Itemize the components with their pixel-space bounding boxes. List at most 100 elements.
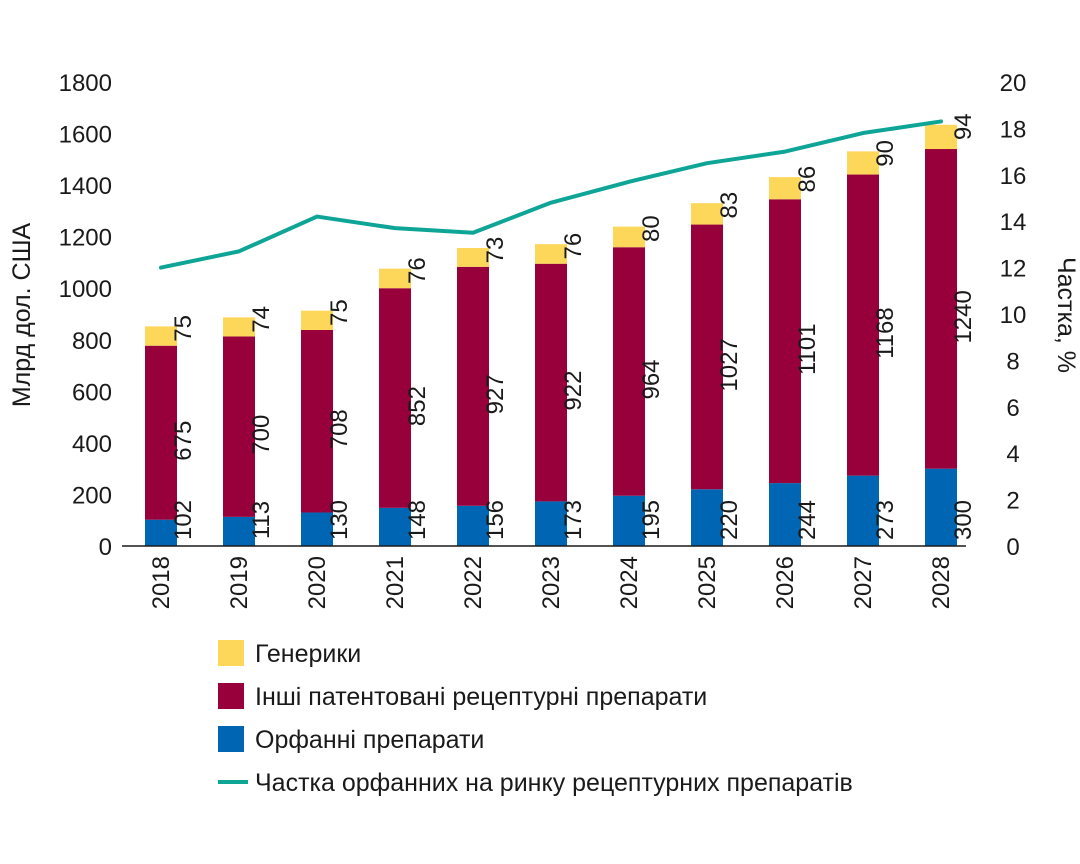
data-labels: 102 675 75 113 700 74 130 708 75 148 852 76 156 927 73…	[170, 113, 977, 540]
bar-generics	[379, 268, 411, 289]
data-label-other-patented: 1240	[950, 290, 977, 343]
data-label-orphan: 102	[170, 500, 197, 540]
bar-generics	[223, 317, 255, 337]
x-tick-label: 2023	[538, 556, 565, 609]
bar-other-patented	[379, 288, 411, 508]
y-axis-right-title: Частка, %	[1052, 257, 1080, 373]
bar-orphan	[691, 489, 723, 546]
data-label-generics: 83	[716, 192, 743, 219]
y-right-tick-label: 0	[1006, 534, 1019, 561]
y-right-tick-label: 10	[1000, 302, 1027, 329]
y-left-tick-label: 1600	[59, 122, 112, 149]
y-left-tick-label: 1000	[59, 276, 112, 303]
bar-orphan	[145, 519, 177, 546]
y-right-tick-label: 20	[1000, 70, 1027, 97]
bar-other-patented	[691, 224, 723, 490]
y-axis-left-ticks: 0 200 400 600 800 1000 1200 1400 1600 1800	[59, 70, 112, 561]
data-label-orphan: 300	[950, 500, 977, 540]
y-left-tick-label: 800	[72, 328, 112, 355]
data-label-other-patented: 700	[248, 415, 275, 455]
y-right-tick-label: 2	[1006, 488, 1019, 515]
legend-swatch-other-patented	[218, 683, 244, 709]
y-right-tick-label: 8	[1006, 348, 1019, 375]
data-label-other-patented: 1027	[716, 338, 743, 391]
data-label-other-patented: 675	[170, 421, 197, 461]
x-tick-label: 2026	[772, 556, 799, 609]
bar-other-patented	[145, 345, 177, 520]
y-left-tick-label: 600	[72, 379, 112, 406]
bar-other-patented	[301, 329, 333, 513]
data-label-orphan: 148	[404, 500, 431, 540]
legend-label-orphan: Орфанні препарати	[255, 726, 484, 754]
bar-orphan	[847, 475, 879, 546]
x-tick-label: 2019	[226, 556, 253, 609]
bar-generics	[301, 310, 333, 330]
legend-swatch-generics	[218, 640, 244, 666]
bar-generics	[457, 248, 489, 267]
legend-label-share-line: Частка орфанних на ринку рецептурних пре…	[255, 769, 853, 797]
bar-generics	[847, 151, 879, 175]
bar-orphan	[769, 483, 801, 546]
bar-other-patented	[925, 149, 957, 469]
data-label-orphan: 244	[794, 500, 821, 540]
y-axis-left-title: Млрд дол. США	[8, 223, 36, 408]
share-line	[159, 119, 943, 270]
data-label-other-patented: 964	[638, 359, 665, 399]
data-label-generics: 80	[638, 215, 665, 242]
data-label-orphan: 156	[482, 500, 509, 540]
x-tick-label: 2018	[148, 556, 175, 609]
bar-generics	[145, 326, 177, 346]
data-label-other-patented: 927	[482, 374, 509, 414]
data-label-orphan: 173	[560, 500, 587, 540]
legend-swatch-orphan	[218, 726, 244, 752]
y-axis-right-ticks: 0 2 4 6 8 10 12 14 16 18 20	[1000, 70, 1027, 561]
y-left-tick-label: 1800	[59, 70, 112, 97]
bar-other-patented	[847, 174, 879, 476]
bar-generics	[535, 244, 567, 264]
bar-orphan	[535, 501, 567, 546]
data-label-other-patented: 1101	[794, 323, 821, 375]
bar-orphan	[613, 495, 645, 546]
data-label-generics: 75	[326, 299, 353, 326]
data-label-generics: 73	[482, 237, 509, 264]
share-line-layer	[159, 119, 943, 270]
legend: Генерики Інші патентовані рецептурні преп…	[218, 640, 853, 797]
bar-orphan	[223, 516, 255, 546]
bar-orphan	[457, 505, 489, 546]
legend-label-generics: Генерики	[255, 640, 361, 668]
bars	[145, 124, 957, 546]
bar-other-patented	[613, 247, 645, 496]
y-left-tick-label: 1200	[59, 225, 112, 252]
y-right-tick-label: 16	[1000, 163, 1027, 190]
x-tick-label: 2021	[382, 556, 409, 609]
bar-generics	[691, 203, 723, 225]
y-left-tick-label: 400	[72, 431, 112, 458]
bar-generics	[613, 226, 645, 248]
bar-orphan	[301, 512, 333, 546]
y-right-tick-label: 4	[1006, 441, 1019, 468]
data-label-other-patented: 922	[560, 371, 587, 411]
bar-orphan	[379, 507, 411, 546]
x-tick-label: 2025	[694, 556, 721, 609]
y-right-tick-label: 6	[1006, 395, 1019, 422]
bar-generics	[769, 177, 801, 200]
y-left-tick-label: 200	[72, 482, 112, 509]
data-label-generics: 75	[170, 315, 197, 342]
x-tick-label: 2020	[304, 556, 331, 609]
y-right-tick-label: 18	[1000, 116, 1027, 143]
data-label-generics: 86	[794, 166, 821, 193]
bar-other-patented	[223, 336, 255, 517]
data-label-orphan: 220	[716, 500, 743, 540]
y-right-tick-label: 14	[1000, 209, 1027, 236]
data-label-orphan: 195	[638, 500, 665, 540]
x-tick-label: 2024	[616, 556, 643, 609]
bar-other-patented	[769, 199, 801, 484]
y-left-tick-label: 1400	[59, 173, 112, 200]
bar-generics	[925, 124, 957, 150]
bar-other-patented	[457, 266, 489, 506]
bar-orphan	[925, 468, 957, 546]
data-label-generics: 76	[404, 257, 431, 284]
x-tick-label: 2027	[850, 556, 877, 609]
legend-label-other-patented: Інші патентовані рецептурні препарати	[255, 683, 707, 711]
